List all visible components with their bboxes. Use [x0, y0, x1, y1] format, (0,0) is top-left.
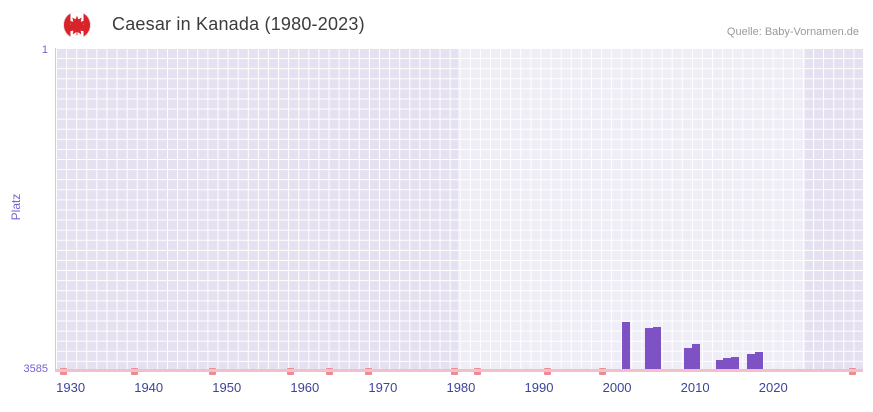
canada-flag-icon [63, 11, 91, 39]
rank-bar-2005[interactable] [653, 327, 662, 370]
y-tick-label-top: 1 [41, 44, 48, 56]
rank-bar-2017[interactable] [746, 354, 755, 370]
y-tick-label-bottom: 3585 [23, 363, 48, 375]
plot-area [55, 48, 863, 375]
rank-bar-2014[interactable] [723, 357, 732, 370]
x-axis-baseline [55, 369, 863, 372]
rank-bar-2004[interactable] [645, 327, 654, 370]
x-tick-label-1980: 1980 [446, 380, 476, 395]
x-tick-label-1960: 1960 [290, 380, 320, 395]
x-tick-label-2000: 2000 [602, 380, 632, 395]
x-tick-label-2020: 2020 [758, 380, 788, 395]
x-tick-label-1970: 1970 [368, 380, 398, 395]
x-tick-label-1950: 1950 [212, 380, 242, 395]
source-link[interactable]: Quelle: Baby-Vornamen.de [726, 26, 859, 38]
y-axis-title: Platz [9, 193, 23, 221]
highlight-band [458, 48, 806, 370]
x-tick-label-1930: 1930 [56, 380, 86, 395]
rank-bar-2001[interactable] [621, 321, 630, 370]
rank-bar-2018[interactable] [754, 352, 763, 370]
x-tick-label-1940: 1940 [134, 380, 164, 395]
chart-title: Caesar in Kanada (1980-2023) [112, 14, 365, 34]
rank-bar-2013[interactable] [715, 359, 724, 370]
rank-bar-2009[interactable] [684, 347, 693, 370]
x-tick-label-2010: 2010 [680, 380, 710, 395]
x-tick-label-1990: 1990 [524, 380, 554, 395]
rank-bar-2015[interactable] [731, 356, 740, 370]
rank-bar-2010[interactable] [692, 344, 701, 370]
